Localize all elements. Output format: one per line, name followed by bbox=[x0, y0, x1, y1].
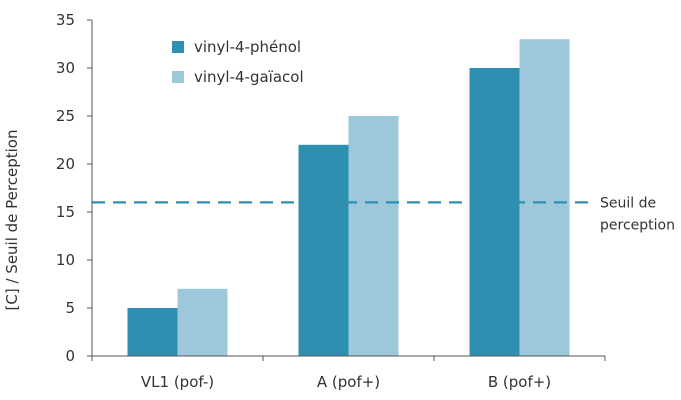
y-tick-label: 0 bbox=[65, 347, 75, 365]
bar-2-2 bbox=[349, 116, 399, 356]
bars-group bbox=[128, 39, 570, 356]
y-tick-label: 20 bbox=[56, 155, 75, 173]
x-tick-label: VL1 (pof-) bbox=[141, 373, 214, 391]
threshold-label-line1: Seuil de bbox=[600, 195, 656, 211]
legend-swatch-1 bbox=[172, 41, 184, 53]
bar-1-2 bbox=[299, 145, 349, 356]
y-axis-title: [C] / Seuil de Perception bbox=[3, 130, 21, 311]
y-tick-label: 15 bbox=[56, 203, 75, 221]
x-tick-label: A (pof+) bbox=[317, 373, 380, 391]
y-tick-label: 5 bbox=[65, 299, 75, 317]
y-tick-label: 35 bbox=[56, 11, 75, 29]
y-tick-label: 30 bbox=[56, 59, 75, 77]
x-tick-label: B (pof+) bbox=[488, 373, 551, 391]
y-tick-label: 10 bbox=[56, 251, 75, 269]
legend: vinyl-4-phénol vinyl-4-gaïacol bbox=[172, 38, 304, 86]
bar-2-3 bbox=[520, 39, 570, 356]
bar-1-3 bbox=[470, 68, 520, 356]
legend-swatch-2 bbox=[172, 71, 184, 83]
legend-label-2: vinyl-4-gaïacol bbox=[194, 68, 304, 86]
bar-1-1 bbox=[128, 308, 178, 356]
legend-label-1: vinyl-4-phénol bbox=[194, 38, 301, 56]
y-tick-label: 25 bbox=[56, 107, 75, 125]
threshold-label-line2: perception bbox=[600, 217, 675, 233]
bar-2-1 bbox=[178, 289, 228, 356]
